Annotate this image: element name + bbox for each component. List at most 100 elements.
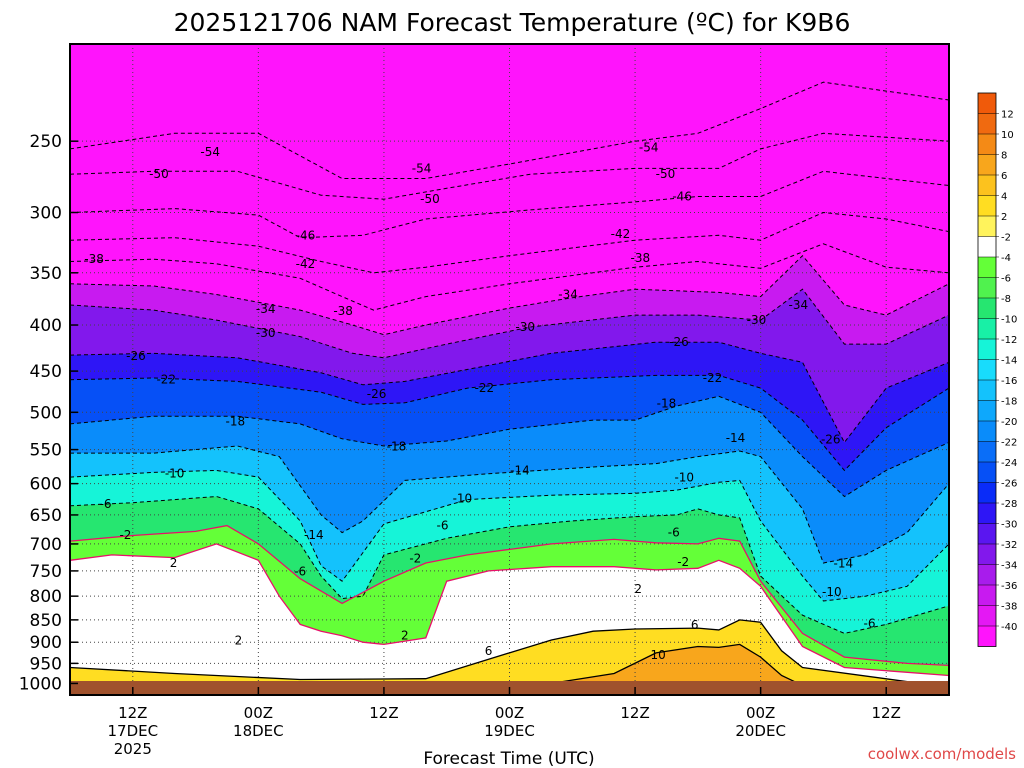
contour-label-6: -46: [672, 190, 692, 204]
contour-label-22: -26: [821, 433, 841, 447]
legend-label--20: -20: [1001, 417, 1017, 428]
legend-swatch-12: [978, 113, 996, 134]
contour-line--38: [70, 243, 949, 311]
contour-label-18: -30: [747, 313, 767, 327]
contour-label-29: -14: [510, 463, 530, 477]
legend-swatch--14: [978, 359, 996, 380]
legend-swatch--30: [978, 523, 996, 544]
legend-swatch--4: [978, 257, 996, 278]
contour-label-21: -26: [367, 387, 387, 401]
contour-label-43: -2: [409, 552, 421, 566]
legend-swatch--28: [978, 503, 996, 524]
color-legend: 12 10 8 6 4 2 -2 -4 -6 -8 -10 -12 -14 -16 -18 -20 -22 -24…: [977, 92, 1017, 647]
contour-line--2: [70, 524, 949, 667]
contour-label-23: -22: [156, 373, 176, 387]
contour-line--54: [70, 81, 949, 179]
legend-swatch--6: [978, 277, 996, 298]
legend-label--18: -18: [1001, 397, 1017, 408]
legend-label--4: -4: [1001, 253, 1011, 264]
legend-label--26: -26: [1001, 479, 1017, 490]
contour-label-9: -42: [611, 227, 631, 241]
y-tick-label-550: 550: [30, 441, 62, 461]
y-tick-label-300: 300: [30, 204, 62, 224]
contour-labels: -54 -50 -54 -50 -54 -50 -46 -46 -42 -42 -38 -38 -38 -…: [84, 140, 875, 662]
contour-label-8: -42: [296, 257, 316, 271]
legend-swatch--40: [978, 626, 996, 647]
legend-swatch--2: [978, 236, 996, 257]
contour-label-16: -30: [256, 326, 276, 340]
legend-label--14: -14: [1001, 356, 1017, 367]
credit-text: coolwx.com/models: [868, 745, 1016, 763]
contour-label-26: -18: [226, 415, 246, 429]
legend-label--40: -40: [1001, 622, 1017, 633]
y-tick-label-750: 750: [30, 562, 62, 582]
legend-swatch--32: [978, 544, 996, 565]
legend-label-8: 8: [1001, 151, 1007, 162]
contour-label-19: -26: [126, 349, 146, 363]
contour-line--42: [70, 211, 949, 274]
contour-label-20: -26: [669, 335, 689, 349]
y-tick-label-800: 800: [30, 587, 62, 607]
contour-label-0: -54: [200, 145, 220, 159]
x-tick-date-42: 19DEC: [484, 722, 535, 740]
contour-line--30: [70, 288, 949, 359]
legend-label--30: -30: [1001, 520, 1017, 531]
contour-label-40: -6: [294, 564, 306, 578]
contour-label-2: -54: [412, 161, 432, 175]
contour-line-2: [70, 543, 949, 677]
x-tick-label-66: 00Z: [746, 704, 775, 722]
contour-label-37: -6: [100, 497, 112, 511]
legend-label--6: -6: [1001, 274, 1011, 285]
contour-line--6: [70, 495, 949, 634]
legend-swatch--8: [978, 298, 996, 319]
contour-label-47: 2: [401, 629, 409, 643]
legend-label-12: 12: [1001, 110, 1014, 121]
legend-label-10: 10: [1001, 130, 1014, 141]
legend-label--28: -28: [1001, 499, 1017, 510]
x-tick-label-18: 00Z: [244, 704, 273, 722]
contour-line--50: [70, 132, 949, 200]
contour-label-15: -34: [789, 298, 809, 312]
legend-swatch--34: [978, 564, 996, 585]
contour-label-51: 10: [650, 648, 665, 662]
y-tick-label-450: 450: [30, 362, 62, 382]
contour-label-44: -2: [677, 555, 689, 569]
contour-label-45: 2: [170, 556, 178, 570]
contour-label-33: -10: [165, 467, 185, 481]
contour-label-50: 6: [691, 618, 699, 632]
y-tick-label-250: 250: [30, 132, 62, 152]
legend-swatch--18: [978, 400, 996, 421]
contour-lines: [70, 81, 949, 692]
legend-label--38: -38: [1001, 602, 1017, 613]
y-tick-label-700: 700: [30, 535, 62, 555]
legend-label--22: -22: [1001, 438, 1017, 449]
chart-title: 2025121706 NAM Forecast Temperature (ºC)…: [174, 8, 851, 37]
legend-label--2: -2: [1001, 233, 1011, 244]
legend-frame: [977, 92, 997, 647]
legend-swatch--26: [978, 482, 996, 503]
x-tick-date-66: 20DEC: [735, 722, 786, 740]
legend-swatch-2: [978, 216, 996, 237]
contour-label-11: -38: [630, 251, 650, 265]
legend-swatch-10: [978, 134, 996, 155]
y-axis: 2503003504004505005506006507007508008509…: [19, 132, 78, 694]
y-tick-label-900: 900: [30, 633, 62, 653]
x-tick-date-18: 18DEC: [233, 722, 284, 740]
x-axis-label: Forecast Time (UTC): [423, 749, 594, 768]
contour-label-4: -54: [639, 140, 659, 154]
legend-swatch--10: [978, 318, 996, 339]
legend-label-4: 4: [1001, 192, 1007, 203]
contour-label-39: -6: [668, 526, 680, 540]
contour-label-14: -34: [558, 288, 578, 302]
legend-label--32: -32: [1001, 540, 1017, 551]
legend-label--24: -24: [1001, 458, 1017, 469]
legend-label-6: 6: [1001, 171, 1007, 182]
contour-label-25: -22: [703, 371, 723, 385]
legend-swatch--24: [978, 462, 996, 483]
contour-label-17: -30: [515, 320, 535, 334]
legend-label--16: -16: [1001, 376, 1017, 387]
contour-label-49: 6: [485, 644, 493, 658]
legend-label--34: -34: [1001, 561, 1017, 572]
contour-label-46: 2: [235, 633, 243, 647]
contour-label-28: -18: [657, 397, 677, 411]
